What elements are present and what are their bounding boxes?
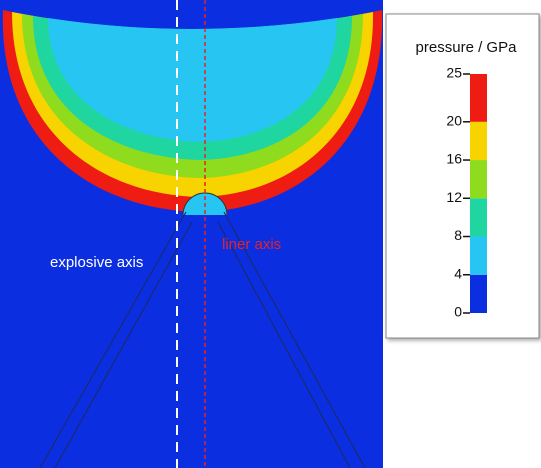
simulation: explosive axis liner axis [0,0,383,468]
colorbar-segment [470,274,487,313]
colorbar-segment [470,121,487,161]
colorbar-segment [470,236,487,275]
cyan-band [48,18,337,142]
colorbar-title: pressure / GPa [416,39,518,56]
liner-axis-label: liner axis [222,236,281,253]
explosive-axis-label: explosive axis [50,254,143,271]
colorbar-tick-label: 0 [454,304,462,320]
colorbar-tick-label: 4 [454,265,462,281]
colorbar: pressure / GPa 0 4 8 12 16 20 25 [385,13,540,339]
colorbar-box [385,13,540,339]
colorbar-tick-label: 8 [454,227,462,243]
colorbar-segment [470,160,487,199]
liner-outline [39,211,366,468]
colorbar-tick-label: 12 [446,189,462,205]
colorbar-tick-label: 20 [446,113,462,129]
colorbar-tick-label: 16 [446,151,462,167]
colorbar-segment [470,74,487,122]
colorbar-tick-label: 25 [446,65,462,81]
colorbar-segment [470,198,487,237]
